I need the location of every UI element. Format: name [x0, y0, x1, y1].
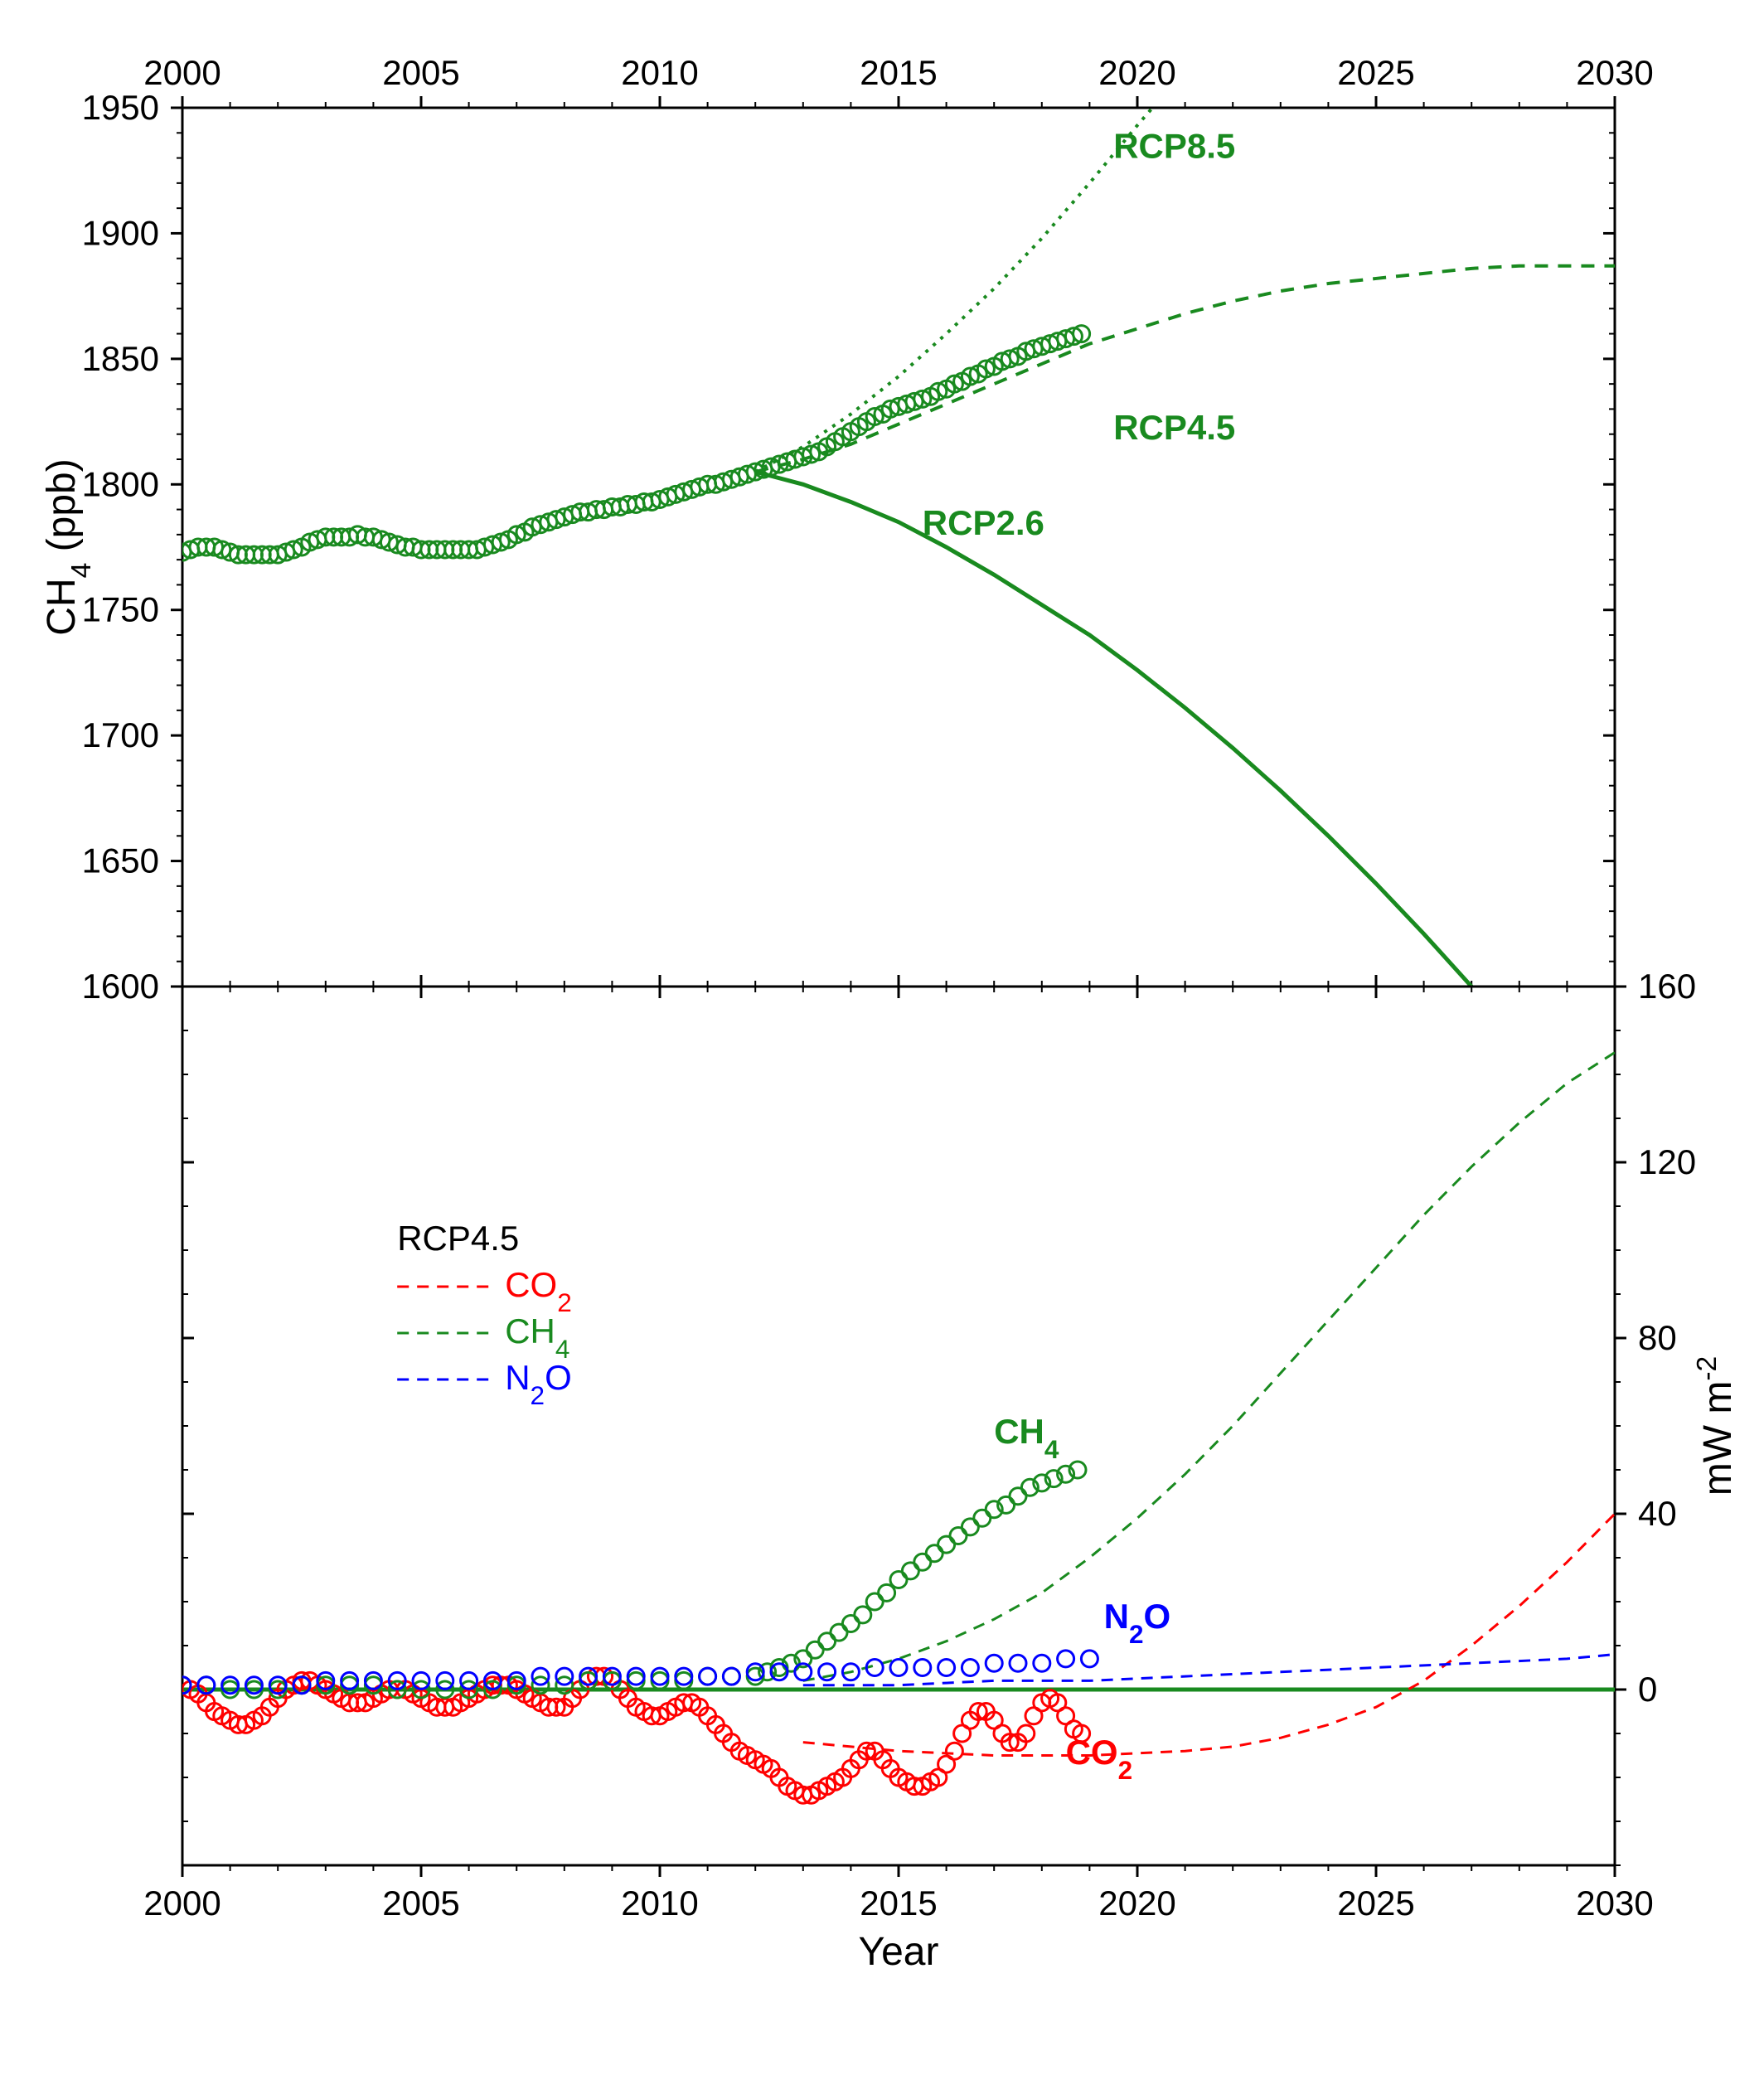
chart-svg: 2000200520102015202020252030160016501700… — [17, 17, 1764, 2063]
bottom-yaxis-tick-label: 160 — [1638, 967, 1696, 1006]
bottom-ch4-rcp45-line — [803, 1053, 1615, 1681]
bottom-xaxis-tick-label: 2020 — [1098, 1884, 1175, 1922]
bottom-xaxis-tick-label: 2005 — [382, 1884, 459, 1922]
legend-item-label: N2O — [505, 1358, 572, 1410]
bottom-xaxis-tick-label: 2015 — [860, 1884, 937, 1922]
top-xaxis-tick-label: 2000 — [143, 53, 220, 92]
top-rcp85-label: RCP8.5 — [1113, 127, 1235, 166]
top-yaxis-tick-label: 1600 — [82, 967, 159, 1006]
top-xaxis-tick-label: 2015 — [860, 53, 937, 92]
top-yaxis-tick-label: 1950 — [82, 88, 159, 127]
bottom-xaxis-tick-label: 2030 — [1576, 1884, 1653, 1922]
bottom-ch4-obs-series — [174, 1462, 1086, 1698]
legend-item-label: CO2 — [505, 1265, 572, 1317]
top-rcp26-label: RCP2.6 — [923, 503, 1044, 542]
bottom-yaxis-tick-label: 120 — [1638, 1142, 1696, 1181]
legend-title: RCP4.5 — [397, 1219, 519, 1258]
top-xaxis-tick-label: 2005 — [382, 53, 459, 92]
top-rcp26-line — [755, 472, 1471, 987]
bottom-n2o-inline-label: N2O — [1104, 1597, 1171, 1649]
bottom-yaxis-tick-label: 40 — [1638, 1494, 1677, 1533]
bottom-co2-inline-label: CO2 — [1066, 1733, 1133, 1785]
bottom-yaxis-tick-label: 80 — [1638, 1318, 1677, 1357]
bottom-ch4-inline-label: CH4 — [994, 1412, 1059, 1464]
bottom-yaxis-tick-label: 0 — [1638, 1670, 1657, 1709]
top-yaxis-tick-label: 1650 — [82, 841, 159, 880]
top-yaxis-tick-label: 1700 — [82, 715, 159, 754]
top-panel: 2000 2005 2010 2015 2020 2025 2030 1600 1650 1700… — [40, 53, 1654, 1006]
top-xaxis-tick-label: 2020 — [1098, 53, 1175, 92]
bottom-co2-rcp45-line — [803, 1514, 1615, 1756]
top-xaxis-tick-label: 2030 — [1576, 53, 1653, 92]
bottom-panel: 2000 2005 2010 2015 2020 2025 2030 0 40 80 120 160 Y… — [143, 967, 1740, 1974]
bottom-panel-frame — [182, 987, 1615, 1865]
top-xaxis-tick-label: 2025 — [1337, 53, 1414, 92]
top-xaxis-tick-label: 2010 — [621, 53, 698, 92]
top-rcp45-label: RCP4.5 — [1113, 408, 1235, 447]
bottom-yaxis-label: mW m-2 — [1692, 1356, 1741, 1496]
top-yaxis-tick-label: 1800 — [82, 464, 159, 503]
bottom-xaxis-label: Year — [859, 1930, 939, 1974]
bottom-xaxis-tick-label: 2010 — [621, 1884, 698, 1922]
top-yaxis-tick-label: 1850 — [82, 339, 159, 378]
chart-container: 2000200520102015202020252030160016501700… — [17, 17, 1764, 2063]
bottom-xaxis-tick-label: 2025 — [1337, 1884, 1414, 1922]
top-yaxis-tick-label: 1750 — [82, 590, 159, 629]
bottom-xaxis-tick-label: 2000 — [143, 1884, 220, 1922]
top-yaxis-tick-label: 1900 — [82, 213, 159, 252]
legend-item-label: CH4 — [505, 1312, 569, 1364]
